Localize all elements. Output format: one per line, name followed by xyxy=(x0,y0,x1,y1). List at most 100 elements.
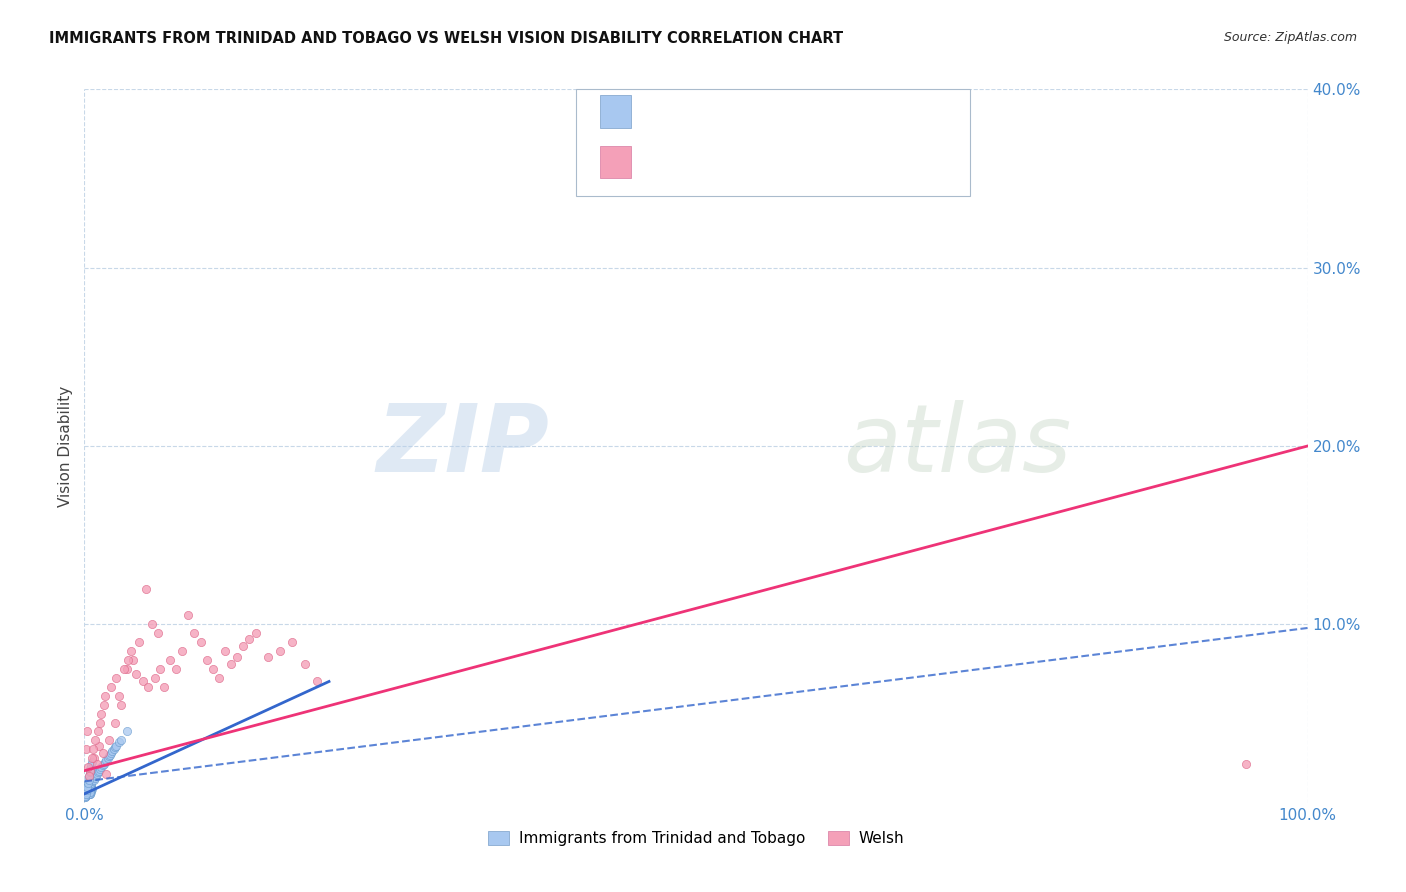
Point xyxy=(98,747,121,762)
Point xyxy=(125,667,148,681)
Point xyxy=(77,785,100,799)
Point xyxy=(75,783,97,797)
Point xyxy=(100,680,122,694)
Legend: Immigrants from Trinidad and Tobago, Welsh: Immigrants from Trinidad and Tobago, Wel… xyxy=(482,825,910,852)
Point xyxy=(219,657,242,671)
Point xyxy=(141,617,163,632)
Point xyxy=(76,781,98,796)
Point xyxy=(76,724,98,739)
Point xyxy=(79,785,101,799)
Point xyxy=(77,787,100,801)
Point xyxy=(90,760,112,774)
Point xyxy=(77,783,100,797)
Point xyxy=(89,715,111,730)
Point xyxy=(83,751,105,765)
Point xyxy=(86,756,108,771)
Point xyxy=(76,783,98,797)
Point xyxy=(75,783,97,797)
Point xyxy=(75,787,97,801)
Point xyxy=(73,789,96,803)
Point xyxy=(75,783,97,797)
Point xyxy=(172,644,194,658)
Point xyxy=(80,780,103,794)
Point xyxy=(91,758,114,772)
Point xyxy=(117,653,139,667)
Point xyxy=(79,781,101,796)
Point xyxy=(73,790,96,805)
Point xyxy=(96,767,118,781)
Point xyxy=(245,626,267,640)
Point xyxy=(1236,756,1258,771)
Point xyxy=(94,755,117,769)
Point xyxy=(80,783,103,797)
Point xyxy=(73,790,96,805)
Point xyxy=(79,785,101,799)
Text: ZIP: ZIP xyxy=(377,400,550,492)
Point xyxy=(76,780,98,794)
Text: Source: ZipAtlas.com: Source: ZipAtlas.com xyxy=(1223,31,1357,45)
Point xyxy=(76,783,98,797)
Point xyxy=(77,778,100,792)
Point xyxy=(132,674,155,689)
Point xyxy=(76,781,98,796)
Point xyxy=(75,783,97,797)
Point xyxy=(79,780,101,794)
Point xyxy=(75,787,97,801)
Point xyxy=(79,781,101,796)
Point xyxy=(84,733,107,747)
Point xyxy=(165,662,187,676)
Point xyxy=(76,780,98,794)
Point xyxy=(79,781,101,796)
Point xyxy=(105,671,128,685)
Point xyxy=(97,751,120,765)
Point xyxy=(76,781,98,796)
Point xyxy=(77,787,100,801)
Point xyxy=(195,653,218,667)
Point xyxy=(115,724,138,739)
Point xyxy=(77,780,100,794)
Point xyxy=(79,787,101,801)
Text: IMMIGRANTS FROM TRINIDAD AND TOBAGO VS WELSH VISION DISABILITY CORRELATION CHART: IMMIGRANTS FROM TRINIDAD AND TOBAGO VS W… xyxy=(49,31,844,46)
Point xyxy=(110,698,132,712)
Point xyxy=(77,787,100,801)
Point xyxy=(80,758,103,772)
Point xyxy=(82,742,104,756)
Point xyxy=(226,649,249,664)
Point xyxy=(75,787,97,801)
Point xyxy=(76,787,98,801)
Point xyxy=(76,785,98,799)
Point xyxy=(75,789,97,803)
Point xyxy=(75,785,97,799)
Point xyxy=(107,689,129,703)
Point xyxy=(77,783,100,797)
Point xyxy=(90,706,112,721)
Point xyxy=(105,739,128,753)
Point xyxy=(190,635,212,649)
Point xyxy=(87,764,110,778)
Point xyxy=(97,733,120,747)
Point xyxy=(77,787,100,801)
Point xyxy=(83,771,105,785)
Point xyxy=(96,753,118,767)
Point xyxy=(77,781,100,796)
Point xyxy=(77,783,100,797)
Point xyxy=(80,785,103,799)
Point xyxy=(136,680,159,694)
Point xyxy=(76,785,98,799)
Point xyxy=(128,635,150,649)
Point xyxy=(75,742,97,756)
Point xyxy=(87,765,110,780)
Point xyxy=(75,787,97,801)
Point xyxy=(80,781,103,796)
Point xyxy=(75,785,97,799)
Point xyxy=(77,760,100,774)
Point xyxy=(79,783,101,797)
Point xyxy=(80,780,103,794)
Point xyxy=(104,715,127,730)
Point xyxy=(143,671,166,685)
Point xyxy=(77,787,100,801)
Point xyxy=(257,649,280,664)
Point xyxy=(83,772,105,787)
Point xyxy=(201,662,224,676)
Point xyxy=(75,787,97,801)
